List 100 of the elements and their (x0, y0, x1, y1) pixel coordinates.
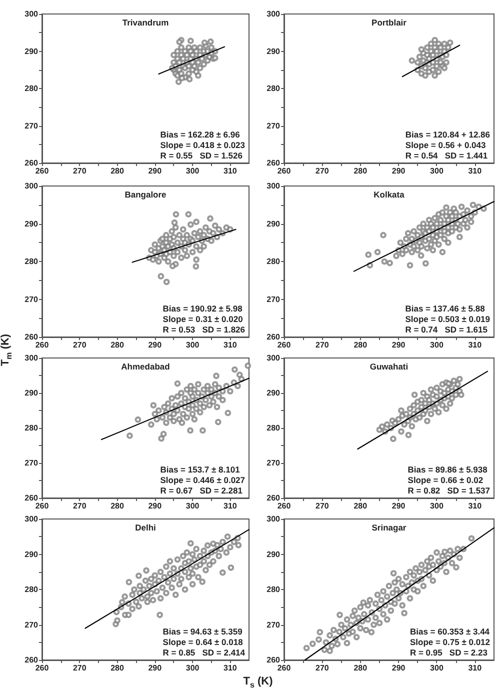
x-tick-label: 260 (277, 664, 292, 672)
y-tick-label: 290 (266, 46, 281, 56)
annotation: R = 0.53 SD = 1.826 (162, 324, 246, 334)
chart-title: Portblair (372, 18, 408, 28)
x-tick-label: 260 (277, 340, 292, 350)
annotation: Slope = 0.503 ± 0.019 (405, 314, 490, 324)
y-tick-label: 280 (24, 424, 39, 432)
x-tick-label: 290 (392, 340, 406, 350)
x-tick-label: 260 (35, 166, 50, 176)
annotation: Bias = 162.28 ± 6.96 (160, 130, 240, 140)
y-tick-label: 300 (266, 10, 281, 18)
y-tick-label: 270 (24, 620, 39, 630)
x-tick-label: 290 (392, 664, 406, 672)
y-tick-label: 290 (266, 550, 281, 559)
y-tick-label: 290 (24, 46, 39, 56)
annotation: R = 0.54 SD = 1.441 (405, 150, 488, 160)
chart-title: Trivandrum (122, 18, 170, 28)
x-tick-label: 280 (110, 502, 124, 510)
chart-title: Guwahati (370, 362, 408, 372)
y-tick-label: 280 (266, 424, 281, 432)
x-tick-label: 300 (186, 340, 200, 350)
x-tick-label: 310 (468, 166, 482, 176)
y-tick-label: 300 (24, 354, 39, 362)
y-tick-label: 300 (266, 182, 281, 190)
annotation: Bias = 120.84 + 12.86 (405, 130, 490, 140)
y-tick-label: 260 (24, 494, 39, 502)
annotation: Slope = 0.31 ± 0.020 (162, 314, 244, 324)
annotation: Slope = 0.418 ± 0.023 (160, 140, 246, 150)
annotation: R = 0.85 SD = 2.414 (162, 648, 246, 658)
chart-title: Ahmedabad (121, 362, 170, 372)
y-tick-label: 290 (266, 388, 281, 398)
annotation: Bias = 60.353 ± 3.44 (410, 626, 490, 636)
x-tick-label: 300 (186, 166, 200, 176)
y-tick-label: 290 (24, 388, 39, 398)
y-tick-label: 260 (266, 332, 281, 342)
y-tick-label: 280 (24, 585, 39, 594)
x-tick-label: 260 (35, 340, 50, 350)
x-tick-label: 290 (148, 166, 162, 176)
y-tick-label: 280 (266, 585, 281, 594)
x-tick-label: 310 (468, 664, 482, 672)
annotation: R = 0.74 SD = 1.615 (405, 324, 488, 334)
x-tick-label: 270 (72, 340, 87, 350)
x-tick-label: 270 (316, 664, 330, 672)
y-tick-label: 260 (24, 158, 39, 168)
y-tick-label: 270 (266, 294, 281, 304)
annotation: Slope = 0.66 ± 0.02 (408, 475, 484, 485)
annotation: Slope = 0.75 ± 0.012 (410, 637, 490, 647)
y-tick-label: 300 (24, 10, 39, 18)
x-tick-label: 270 (316, 340, 330, 350)
x-tick-label: 280 (354, 166, 368, 176)
x-tick-label: 270 (316, 166, 330, 176)
annotation: Slope = 0.56 + 0.043 (405, 140, 486, 150)
y-tick-label: 270 (266, 458, 281, 468)
y-tick-label: 270 (266, 620, 281, 630)
x-tick-label: 300 (430, 166, 444, 176)
annotation: Bias = 94.63 ± 5.359 (162, 626, 243, 636)
y-tick-label: 290 (266, 219, 281, 228)
x-tick-label: 290 (148, 664, 162, 672)
annotation: R = 0.67 SD = 2.281 (160, 486, 243, 496)
y-tick-label: 270 (24, 121, 39, 130)
y-tick-label: 300 (266, 354, 281, 362)
x-tick-label: 310 (468, 340, 482, 350)
x-tick-label: 300 (186, 502, 200, 510)
x-tick-label: 260 (35, 664, 50, 672)
chart-title: Kolkata (374, 190, 405, 200)
annotation: Slope = 0.446 ± 0.027 (160, 475, 246, 485)
x-tick-label: 280 (110, 664, 124, 672)
x-tick-label: 300 (430, 502, 444, 510)
y-tick-label: 300 (24, 182, 39, 190)
y-tick-label: 260 (266, 158, 281, 168)
x-tick-label: 300 (430, 664, 444, 672)
y-tick-label: 300 (266, 514, 281, 524)
y-tick-label: 290 (24, 550, 39, 559)
x-tick-label: 260 (277, 166, 292, 176)
x-tick-label: 270 (316, 502, 330, 510)
annotation: Bias = 89.86 ± 5.938 (408, 464, 488, 474)
annotation: Bias = 190.92 ± 5.98 (162, 304, 243, 314)
y-tick-label: 290 (24, 219, 39, 228)
x-tick-label: 300 (186, 664, 200, 672)
x-tick-label: 310 (224, 166, 238, 176)
y-tick-label: 280 (24, 84, 39, 93)
x-tick-label: 310 (468, 502, 482, 510)
y-tick-label: 260 (24, 332, 39, 342)
annotation: Bias = 137.46 ± 5.88 (405, 304, 486, 314)
x-tick-label: 300 (430, 340, 444, 350)
x-tick-label: 280 (354, 664, 368, 672)
annotation: R = 0.82 SD = 1.537 (408, 486, 490, 496)
x-tick-label: 280 (354, 340, 368, 350)
annotation: Slope = 0.64 ± 0.018 (162, 637, 244, 647)
y-tick-label: 270 (266, 121, 281, 130)
y-tick-label: 260 (266, 656, 281, 664)
x-tick-label: 290 (392, 502, 406, 510)
x-tick-label: 260 (277, 502, 292, 510)
annotation: R = 0.95 SD = 2.23 (410, 648, 488, 658)
y-tick-label: 280 (266, 257, 281, 266)
x-tick-label: 280 (110, 340, 124, 350)
y-tick-label: 280 (24, 257, 39, 266)
x-tick-label: 270 (72, 664, 87, 672)
x-tick-label: 260 (35, 502, 50, 510)
x-tick-label: 290 (392, 166, 406, 176)
